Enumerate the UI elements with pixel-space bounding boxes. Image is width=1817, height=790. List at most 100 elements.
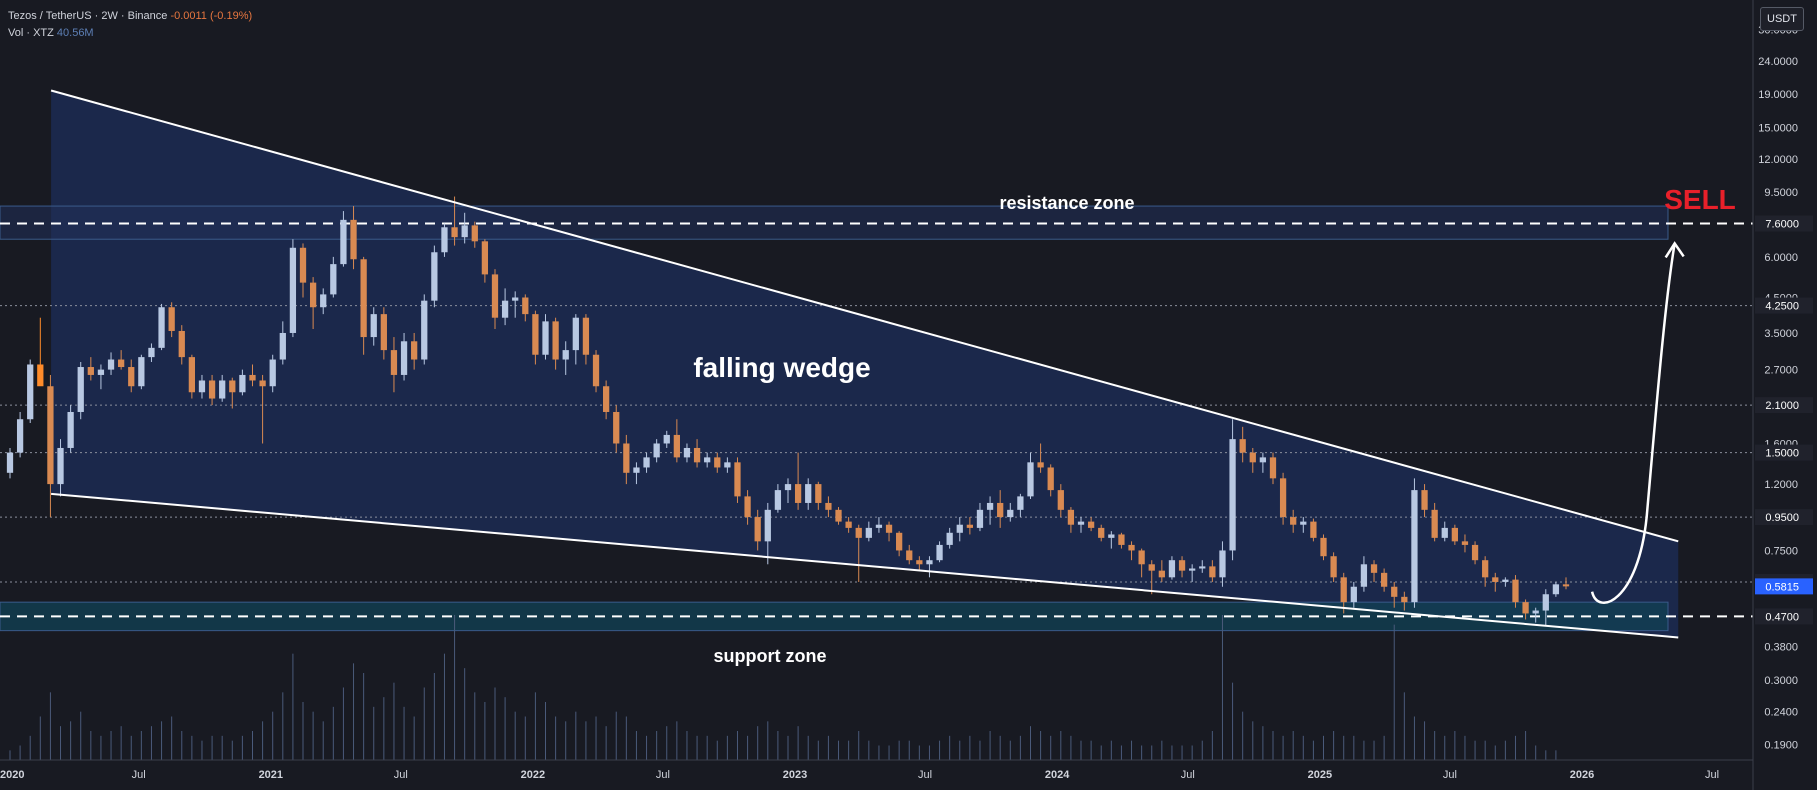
x-tick-label: 2021 — [259, 769, 283, 781]
candle — [77, 367, 84, 412]
y-tick-label: 0.2400 — [1764, 706, 1798, 718]
candle — [956, 524, 963, 533]
price-label-box — [1755, 215, 1813, 232]
candle — [461, 225, 468, 238]
candle — [1047, 467, 1054, 491]
candle — [704, 457, 711, 463]
candle — [1461, 541, 1469, 545]
candle — [1259, 457, 1267, 463]
candle — [1017, 496, 1024, 510]
last-price-label: 0.5815 — [1765, 581, 1799, 593]
price-label-box — [1755, 297, 1813, 314]
candle — [734, 462, 741, 497]
candle — [350, 219, 357, 260]
candle — [1310, 521, 1317, 538]
candle — [431, 252, 438, 301]
candle — [1138, 550, 1145, 565]
candle — [1492, 577, 1499, 582]
candle — [299, 247, 307, 283]
volume-header: Vol · XTZ 40.56M — [8, 27, 94, 39]
candle — [340, 219, 347, 265]
candle — [986, 502, 994, 510]
candle — [1128, 544, 1135, 551]
candle — [855, 527, 862, 538]
candle — [744, 496, 751, 518]
candle — [118, 359, 125, 368]
candle — [1148, 564, 1155, 571]
candle — [805, 484, 812, 503]
wedge-lower-line[interactable] — [50, 492, 1679, 639]
candle — [602, 386, 610, 412]
candle — [1350, 586, 1357, 603]
candle — [1431, 509, 1438, 538]
candle — [1199, 566, 1206, 569]
candle — [1007, 509, 1014, 518]
y-tick-label: 15.0000 — [1758, 123, 1798, 135]
candle — [1239, 439, 1246, 453]
candle — [643, 457, 650, 468]
projection-arrow — [1590, 243, 1676, 604]
candle — [1077, 521, 1085, 525]
y-tick-label: 24.0000 — [1758, 56, 1798, 68]
support-zone-label: support zone — [714, 646, 827, 666]
candle — [683, 447, 691, 458]
candle — [845, 521, 852, 528]
candle — [370, 314, 377, 338]
x-tick-label: Jul — [1443, 769, 1457, 781]
price-axis[interactable] — [1753, 0, 1817, 790]
volume-label: Vol · XTZ — [8, 27, 54, 39]
candle — [1300, 521, 1307, 525]
candle — [239, 374, 246, 393]
candle — [16, 419, 24, 453]
candle — [1340, 577, 1347, 603]
candle — [1118, 534, 1125, 545]
x-tick-label: 2020 — [0, 769, 24, 781]
candle — [976, 509, 984, 528]
candle — [269, 359, 276, 387]
sell-signal-label: SELL — [1664, 184, 1736, 215]
candle — [390, 350, 398, 375]
candle — [198, 380, 206, 393]
candle — [875, 524, 883, 528]
x-tick-label: Jul — [918, 769, 932, 781]
x-tick-label: Jul — [394, 769, 408, 781]
x-tick-label: Jul — [1705, 769, 1719, 781]
candle — [178, 330, 185, 358]
candle — [592, 354, 600, 387]
y-tick-label: 12.0000 — [1758, 154, 1798, 166]
currency-button[interactable]: USDT — [1760, 7, 1804, 31]
candle — [885, 524, 893, 533]
candle — [1229, 439, 1236, 551]
candle — [1320, 537, 1327, 557]
candle — [1401, 596, 1408, 603]
y-tick-label: 0.3000 — [1764, 675, 1798, 687]
candle — [815, 484, 822, 503]
candle — [1370, 564, 1378, 573]
candle — [380, 314, 387, 351]
x-tick-label: 2026 — [1570, 769, 1594, 781]
candle — [6, 452, 14, 473]
x-tick-label: Jul — [656, 769, 670, 781]
candle — [997, 502, 1004, 518]
candle — [87, 367, 94, 375]
candle — [1552, 584, 1560, 595]
candle — [1178, 560, 1186, 571]
price-label-box — [1755, 608, 1813, 625]
candle — [188, 357, 196, 393]
candle — [411, 341, 418, 360]
candle — [1380, 572, 1388, 587]
candle — [673, 434, 680, 458]
candle — [330, 264, 337, 295]
candle — [946, 532, 953, 545]
wedge-upper-line[interactable] — [50, 89, 1679, 543]
candle — [1482, 560, 1489, 578]
candle — [1279, 478, 1287, 518]
candle — [633, 467, 640, 473]
candle — [1512, 579, 1519, 603]
candle — [97, 369, 105, 375]
candle — [1502, 579, 1509, 582]
candle — [906, 550, 913, 561]
candle — [623, 443, 630, 473]
price-label: 1.5000 — [1765, 448, 1799, 460]
